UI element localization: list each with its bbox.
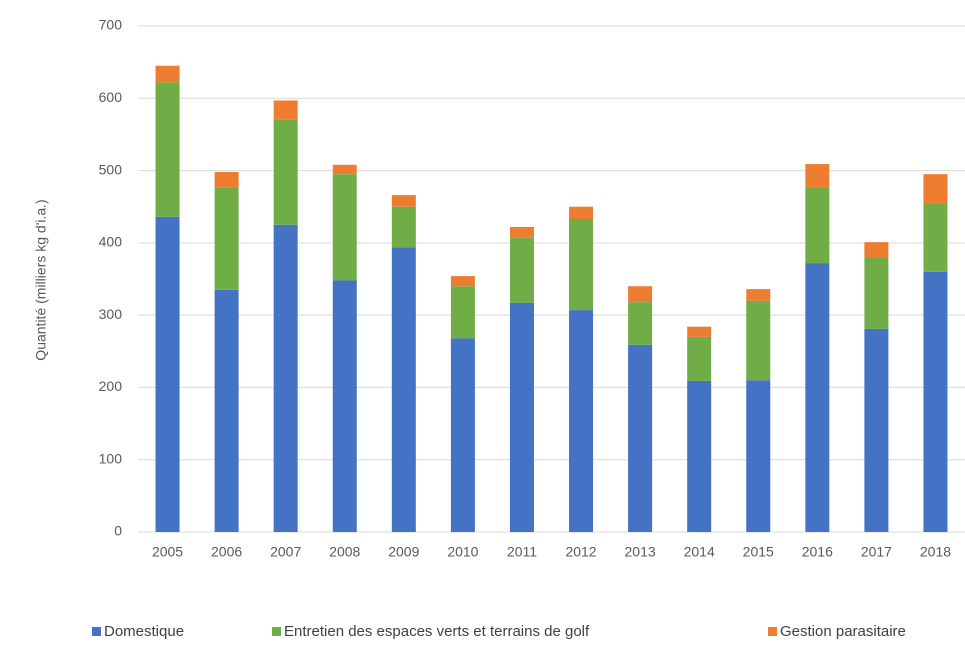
bar-segment [391,247,416,533]
bar-segment [569,219,594,311]
bar-segment [509,226,534,238]
x-tick-label: 2012 [565,544,596,560]
x-tick-label: 2009 [388,544,419,560]
bar-segment [450,338,475,532]
bar-segment [214,172,239,188]
bar-segment [805,164,830,188]
x-tick-label: 2017 [861,544,892,560]
y-tick-label: 500 [99,161,123,177]
bar-segment [746,300,771,381]
x-tick-label: 2016 [802,544,833,560]
bar-segment [332,164,357,175]
bar-segment [391,195,416,207]
bar-segment [687,326,712,337]
x-tick-label: 2006 [211,544,242,560]
bar-segment [450,276,475,287]
bar-segment [273,224,298,533]
x-tick-label: 2007 [270,544,301,560]
bar-segment [155,216,180,532]
y-tick-label: 300 [99,306,123,322]
x-tick-label: 2005 [152,544,183,560]
bar-segment [864,242,889,259]
bar-segment [923,271,948,532]
bar-segment [923,174,948,204]
legend-swatch [92,627,101,636]
bar-segment [628,302,653,345]
bar-segment [569,310,594,532]
bar-segment [628,344,653,532]
x-tick-label: 2015 [743,544,774,560]
bar-segment [569,206,594,220]
bar-segment [332,280,357,532]
bar-segment [687,336,712,381]
y-tick-label: 700 [99,17,123,33]
bar-segment [155,82,180,217]
bar-segment [746,380,771,532]
bar-segment [214,187,239,290]
bar-segment [864,258,889,329]
bar-segment [391,206,416,248]
legend-label: Domestique [104,623,184,640]
legend-label: Entretien des espaces verts et terrains … [284,623,590,640]
bar-segment [273,119,298,225]
bar-segment [864,328,889,532]
bar-segment [450,286,475,339]
bar-segment [214,289,239,532]
bar-segment [509,302,534,532]
y-tick-label: 600 [99,89,123,105]
bar-segment [509,237,534,303]
legend-swatch [768,627,777,636]
bar-segment [273,100,298,120]
legend-label: Gestion parasitaire [780,623,906,640]
x-tick-label: 2011 [507,544,537,560]
y-tick-label: 100 [99,450,123,466]
x-tick-label: 2018 [920,544,951,560]
bar-segment [332,174,357,281]
bar-segment [746,289,771,301]
bar-segment [805,263,830,532]
bar-segment [628,286,653,303]
x-tick-label: 2008 [329,544,360,560]
bar-segment [805,187,830,264]
bar-segment [923,203,948,272]
x-tick-label: 2014 [684,544,715,560]
y-axis-label: Quantité (milliers kg d'i.a.) [33,199,49,360]
bar-segment [687,380,712,532]
legend-swatch [272,627,281,636]
x-tick-label: 2010 [447,544,478,560]
x-tick-label: 2013 [625,544,656,560]
y-tick-label: 400 [99,234,123,250]
y-tick-label: 0 [114,523,122,539]
y-tick-label: 200 [99,378,123,394]
bar-segment [155,65,180,83]
